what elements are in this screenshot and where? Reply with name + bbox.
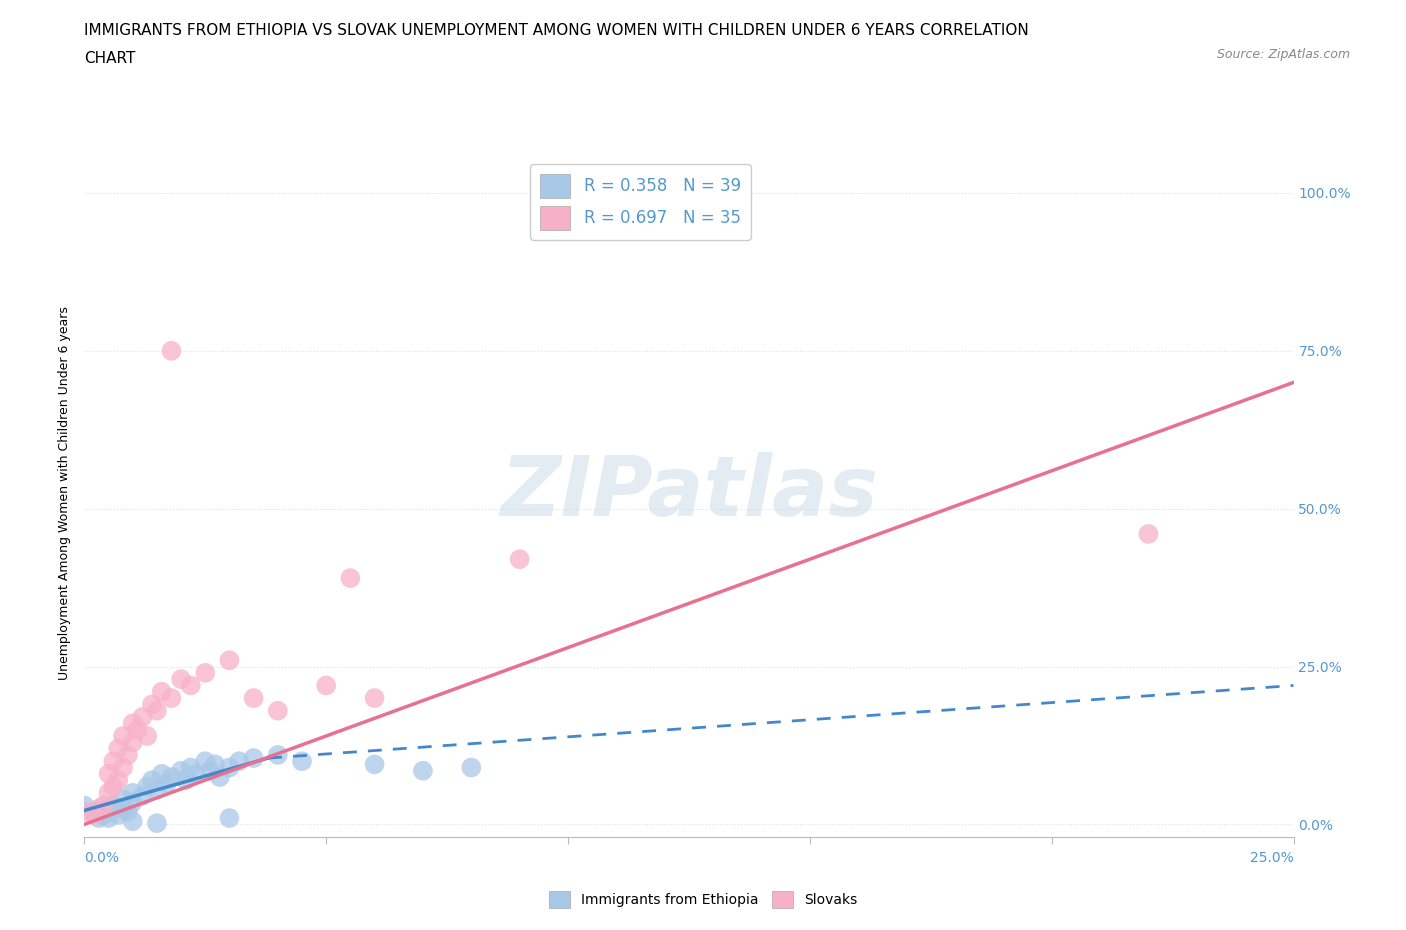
Point: [170, 671, 193, 686]
Point: [150, 766, 173, 781]
Point: [87, 811, 110, 826]
Point: [218, 811, 240, 826]
Point: [97, 766, 120, 781]
Point: [194, 665, 217, 680]
Point: [146, 782, 169, 797]
Point: [121, 735, 143, 750]
Point: [150, 684, 173, 699]
Point: [509, 551, 531, 566]
Point: [170, 764, 193, 778]
Point: [121, 814, 143, 829]
Point: [112, 801, 135, 816]
Point: [93, 807, 115, 822]
Point: [291, 754, 314, 769]
Point: [198, 764, 221, 778]
Point: [184, 766, 207, 781]
Point: [654, 186, 676, 201]
Point: [87, 801, 110, 816]
Point: [73, 804, 96, 819]
Point: [315, 678, 337, 693]
Point: [218, 653, 240, 668]
Point: [117, 804, 139, 819]
Text: Source: ZipAtlas.com: Source: ZipAtlas.com: [1216, 48, 1350, 61]
Point: [112, 791, 135, 806]
Point: [117, 748, 139, 763]
Point: [160, 691, 183, 706]
Point: [121, 785, 143, 800]
Point: [136, 779, 159, 794]
Point: [146, 816, 169, 830]
Point: [141, 697, 163, 711]
Point: [112, 728, 135, 743]
Point: [141, 773, 163, 788]
Point: [97, 811, 120, 826]
Point: [194, 754, 217, 769]
Point: [208, 770, 231, 785]
Text: IMMIGRANTS FROM ETHIOPIA VS SLOVAK UNEMPLOYMENT AMONG WOMEN WITH CHILDREN UNDER : IMMIGRANTS FROM ETHIOPIA VS SLOVAK UNEMP…: [84, 23, 1029, 38]
Point: [160, 343, 183, 358]
Point: [267, 703, 290, 718]
Point: [131, 789, 153, 804]
Point: [107, 773, 129, 788]
Point: [107, 741, 129, 756]
Point: [97, 801, 120, 816]
Text: 25.0%: 25.0%: [1250, 851, 1294, 865]
Point: [180, 760, 202, 775]
Legend: R = 0.358   N = 39, R = 0.697   N = 35: R = 0.358 N = 39, R = 0.697 N = 35: [530, 164, 751, 240]
Point: [83, 807, 105, 822]
Point: [103, 754, 125, 769]
Point: [460, 760, 482, 775]
Point: [83, 804, 105, 819]
Text: 0.0%: 0.0%: [84, 851, 120, 865]
Point: [180, 678, 202, 693]
Point: [112, 760, 135, 775]
Point: [160, 770, 183, 785]
Point: [146, 703, 169, 718]
Point: [107, 807, 129, 822]
Text: CHART: CHART: [84, 51, 136, 66]
Y-axis label: Unemployment Among Women with Children Under 6 years: Unemployment Among Women with Children U…: [58, 306, 72, 680]
Point: [218, 760, 240, 775]
Point: [1137, 526, 1160, 541]
Point: [93, 798, 115, 813]
Point: [242, 691, 264, 706]
Point: [103, 798, 125, 813]
Legend: Immigrants from Ethiopia, Slovaks: Immigrants from Ethiopia, Slovaks: [543, 885, 863, 914]
Point: [412, 764, 434, 778]
Point: [339, 571, 361, 586]
Point: [121, 716, 143, 731]
Text: ZIPatlas: ZIPatlas: [501, 452, 877, 534]
Point: [136, 728, 159, 743]
Point: [155, 776, 177, 790]
Point: [127, 723, 149, 737]
Point: [131, 710, 153, 724]
Point: [363, 691, 385, 706]
Point: [174, 773, 197, 788]
Point: [267, 748, 290, 763]
Point: [204, 757, 226, 772]
Point: [97, 785, 120, 800]
Point: [121, 795, 143, 810]
Point: [103, 779, 125, 794]
Point: [73, 798, 96, 813]
Point: [242, 751, 264, 765]
Point: [228, 754, 250, 769]
Point: [363, 757, 385, 772]
